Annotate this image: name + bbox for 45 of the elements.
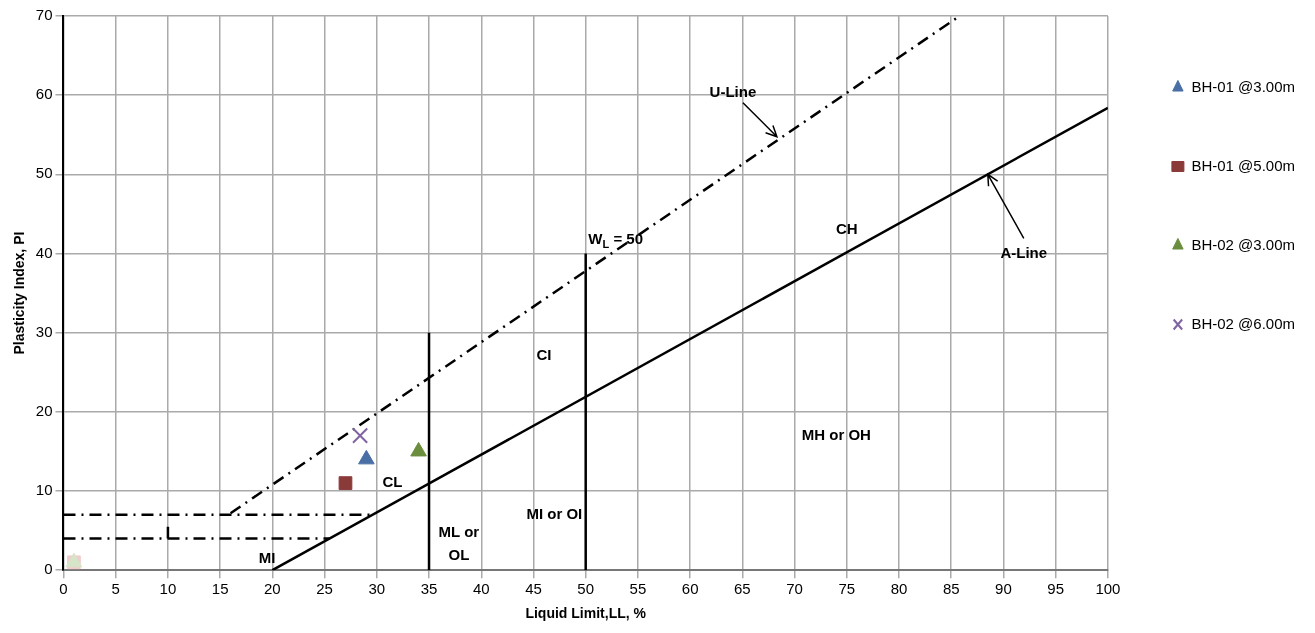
- annotation: MH or OH: [801, 425, 871, 443]
- x-tick-label: 45: [525, 580, 542, 598]
- legend-label: BH-01 @5.00m: [1191, 156, 1296, 174]
- y-tick-label: 50: [35, 164, 53, 182]
- y-tick-label: 10: [35, 481, 53, 499]
- x-tick-label: 50: [577, 580, 595, 598]
- x-tick-label: 60: [681, 580, 699, 598]
- annotation: ML or: [438, 522, 480, 540]
- x-tick-label: 5: [111, 580, 120, 598]
- y-tick-label: 0: [44, 560, 53, 578]
- y-tick-label: 40: [35, 243, 53, 261]
- x-tick-label: 20: [264, 580, 281, 598]
- x-tick-label: 35: [420, 580, 438, 598]
- x-tick-label: 65: [734, 580, 751, 598]
- y-axis-title: Plasticity Index, PI: [11, 231, 28, 355]
- x-tick-label: 55: [629, 580, 647, 598]
- x-tick-label: 0: [59, 580, 68, 598]
- x-tick-label: 40: [472, 580, 490, 598]
- x-tick-label: 100: [1095, 580, 1121, 598]
- x-tick-label: 75: [838, 580, 856, 598]
- x-tick-label: 85: [942, 580, 960, 598]
- annotation: CI: [536, 346, 552, 364]
- annotation: CL: [382, 473, 403, 491]
- x-axis-title: Liquid Limit,LL, %: [525, 605, 647, 622]
- annotation: MI or OI: [526, 504, 583, 522]
- legend-label: BH-01 @3.00m: [1191, 77, 1296, 95]
- annotation: CH: [835, 220, 858, 238]
- annotation: MI: [258, 548, 276, 566]
- y-tick-label: 60: [35, 85, 53, 103]
- legend-label: BH-02 @6.00m: [1191, 314, 1296, 332]
- y-tick-label: 30: [35, 322, 53, 340]
- x-tick-label: 95: [1047, 580, 1065, 598]
- annotation: OL: [448, 546, 470, 564]
- legend-label: BH-02 @3.00m: [1191, 235, 1296, 253]
- y-tick-label: 20: [35, 402, 53, 419]
- x-tick-label: 15: [211, 580, 229, 598]
- annotation: U-Line: [709, 82, 757, 100]
- x-tick-label: 80: [890, 580, 908, 598]
- x-tick-label: 25: [316, 580, 333, 598]
- x-tick-label: 70: [786, 580, 803, 598]
- annotation: A-Line: [1000, 244, 1048, 262]
- x-tick-label: 30: [368, 580, 386, 598]
- x-tick-label: 90: [995, 580, 1012, 598]
- y-tick-label: 70: [35, 6, 53, 24]
- x-tick-label: 10: [159, 580, 177, 598]
